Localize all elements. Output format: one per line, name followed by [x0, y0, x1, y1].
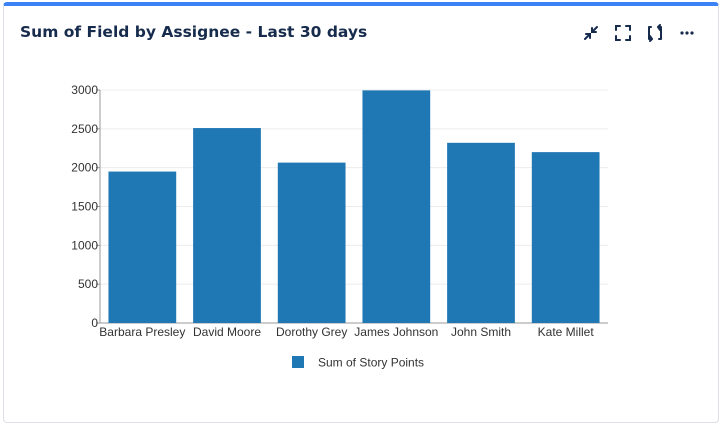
x-tick-label: David Moore — [193, 325, 261, 339]
y-tick-label: 1000 — [71, 238, 98, 252]
x-tick-label: John Smith — [451, 325, 511, 339]
bar — [531, 152, 600, 323]
fullscreen-icon — [615, 25, 631, 41]
refresh-icon — [648, 24, 662, 42]
y-tick-label: 2000 — [71, 161, 98, 175]
bar — [362, 90, 431, 323]
minimize-icon — [584, 26, 598, 40]
x-tick-label: James Johnson — [354, 325, 438, 339]
minimize-button[interactable] — [580, 22, 602, 44]
fullscreen-button[interactable] — [612, 22, 634, 44]
legend-swatch — [292, 356, 304, 368]
card-actions — [580, 22, 698, 44]
y-tick-label: 1500 — [71, 200, 98, 214]
y-tick-label: 500 — [78, 277, 98, 291]
more-button[interactable] — [676, 22, 698, 44]
chart-title: Sum of Field by Assignee - Last 30 days — [20, 23, 368, 41]
y-tick-label: 0 — [91, 316, 98, 330]
legend-label: Sum of Story Points — [318, 356, 424, 370]
refresh-button[interactable] — [644, 22, 666, 44]
y-tick-label: 3000 — [71, 83, 98, 97]
bar — [277, 162, 346, 323]
x-tick-label: Barbara Presley — [99, 325, 185, 339]
bar — [447, 142, 515, 323]
x-tick-label: Dorothy Grey — [276, 325, 347, 339]
x-tick-label: Kate Millet — [538, 325, 595, 339]
y-tick-label: 2500 — [71, 122, 98, 136]
bar — [108, 171, 177, 323]
bar — [193, 128, 261, 323]
more-icon — [680, 31, 694, 35]
